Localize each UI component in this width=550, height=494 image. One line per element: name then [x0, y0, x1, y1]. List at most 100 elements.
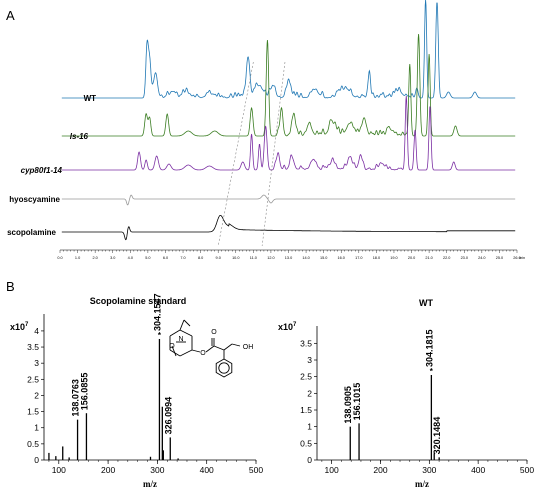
spectrum-title: WT — [419, 298, 433, 308]
structure-bond — [231, 343, 241, 347]
spectrum-scopolamine-standard: Scopolamine standard x107 0 0.5 1 1.5 2 2.5 3 3.5… — [10, 293, 263, 489]
peak-label: 156.0855 — [79, 373, 89, 411]
panel-a-chromatograms: A WT ls-16 cyp80f1-14 hyoscyamine scopolamin… — [6, 0, 525, 260]
spectrum-wt: WT x107 0 0.5 1 1.5 2 2.5 3 3.5 100 200 300 400 500 m/z… — [278, 298, 534, 489]
time-tick-label: 13.0 — [285, 256, 292, 260]
time-tick-label: 12.0 — [267, 256, 274, 260]
y-tick-label: 2.5 — [27, 374, 39, 384]
time-axis-unit: min — [519, 256, 525, 260]
structure-bond — [213, 345, 225, 351]
panel-b-label: B — [6, 279, 15, 294]
time-tick-label: 10.0 — [232, 256, 239, 260]
peak-label: 304.1547 — [152, 293, 162, 331]
intensity-exponent: x107 — [278, 322, 297, 332]
trace-line-WT — [61, 0, 516, 99]
y-tick-label: 1.5 — [27, 407, 39, 417]
structure-phenyl-ring — [215, 358, 233, 378]
y-tick-label: 0 — [307, 455, 312, 465]
structure-bond — [171, 345, 177, 357]
x-tick-label: 100 — [52, 465, 66, 475]
trace-label-scopolamine: scopolamine — [7, 228, 56, 237]
time-tick-label: 18.0 — [373, 256, 380, 260]
peak-label: 326.0994 — [163, 397, 173, 435]
structure-atom: O — [169, 343, 175, 350]
x-axis-label: m/z — [143, 479, 157, 489]
y-tick-label: 1.5 — [300, 405, 312, 415]
time-tick-label: 7.0 — [180, 256, 185, 260]
trace-label-ls-16: ls-16 — [70, 132, 89, 141]
y-tick-label: 2 — [34, 390, 39, 400]
structure-atom: O — [200, 350, 206, 357]
intensity-exponent: x107 — [10, 322, 29, 332]
y-tick-label: 3.5 — [300, 338, 312, 348]
x-tick-label: 300 — [422, 465, 436, 475]
time-tick-label: 25.0 — [496, 256, 503, 260]
peak-label: 138.0763 — [71, 379, 81, 417]
time-tick-label: 15.0 — [320, 256, 327, 260]
time-tick-label: 5.0 — [145, 256, 150, 260]
structure-bond — [191, 349, 201, 353]
y-tick-label: 0 — [34, 455, 39, 465]
retention-time-axis: 0.0 1.0 2.0 3.0 4.0 5.0 6.0 7.0 8.0 9.0 10.0 11.0 12… — [57, 249, 525, 260]
time-tick-label: 8.0 — [198, 256, 203, 260]
time-tick-label: 6.0 — [163, 256, 168, 260]
time-tick-label: 21.0 — [425, 256, 432, 260]
structure-bond — [179, 329, 193, 337]
structure-atom: O — [211, 329, 217, 336]
y-tick-label: 3 — [307, 355, 312, 365]
y-tick-label: 4 — [34, 326, 39, 336]
trace-labels: WT ls-16 cyp80f1-14 hyoscyamine scopolamine — [7, 94, 96, 237]
peak-label: 320.1484 — [432, 417, 442, 455]
x-tick-label: 500 — [520, 465, 534, 475]
structure-bond — [169, 329, 181, 337]
y-tick-label: 1 — [307, 422, 312, 432]
peak-star-marker: * — [158, 331, 162, 340]
retention-guide-lines — [217, 61, 286, 247]
time-tick-label: 17.0 — [355, 256, 362, 260]
guide-line-scopolamine — [261, 61, 286, 247]
trace-line-hyoscyamine — [61, 194, 516, 206]
structure-bond — [179, 319, 185, 331]
structure-phenyl-aromatic — [218, 362, 230, 374]
x-tick-label: 400 — [200, 465, 214, 475]
structure-bond — [205, 345, 215, 353]
time-tick-label: 11.0 — [250, 256, 257, 260]
trace-line-scopolamine — [61, 214, 516, 241]
structure-bond — [223, 343, 233, 351]
time-tick-label: 26.0 — [513, 256, 520, 260]
structure-atom-oh: OH — [243, 344, 254, 351]
y-tick-label: 0.5 — [27, 439, 39, 449]
y-tick-label: 3 — [34, 358, 39, 368]
time-tick-label: 23.0 — [461, 256, 468, 260]
structure-bond — [183, 319, 191, 327]
trace-line-ls-16 — [61, 33, 516, 137]
chromatogram-traces — [61, 0, 516, 241]
y-tick-label: 2.5 — [300, 372, 312, 382]
time-tick-label: 3.0 — [110, 256, 115, 260]
y-tick-label: 1 — [34, 423, 39, 433]
y-tick-label: 0.5 — [300, 438, 312, 448]
time-tick-label: 0.0 — [57, 256, 62, 260]
spectrum-title: Scopolamine standard — [90, 296, 187, 306]
time-tick-label: 22.0 — [443, 256, 450, 260]
x-tick-label: 500 — [249, 465, 263, 475]
panel-b-mass-spectra: B Scopolamine standard x107 0 0.5 1 1.5 2 2.5 3 3… — [6, 279, 534, 489]
x-tick-label: 200 — [373, 465, 387, 475]
time-tick-label: 24.0 — [478, 256, 485, 260]
trace-label-hyoscyamine: hyoscyamine — [9, 195, 60, 204]
time-tick-label: 4.0 — [128, 256, 133, 260]
structure-bond — [179, 349, 193, 357]
x-tick-label: 400 — [471, 465, 485, 475]
time-tick-label: 16.0 — [338, 256, 345, 260]
x-tick-label: 300 — [150, 465, 164, 475]
y-tick-label: 3.5 — [27, 342, 39, 352]
peak-label: 156.1015 — [352, 383, 362, 421]
x-axis-label: m/z — [415, 479, 429, 489]
peak-star-marker: * — [430, 367, 434, 376]
time-tick-label: 14.0 — [302, 256, 309, 260]
trace-label-cyp80f1-14: cyp80f1-14 — [21, 166, 63, 175]
time-tick-label: 9.0 — [216, 256, 221, 260]
time-tick-label: 2.0 — [93, 256, 98, 260]
structure-atom: N — [178, 336, 183, 343]
